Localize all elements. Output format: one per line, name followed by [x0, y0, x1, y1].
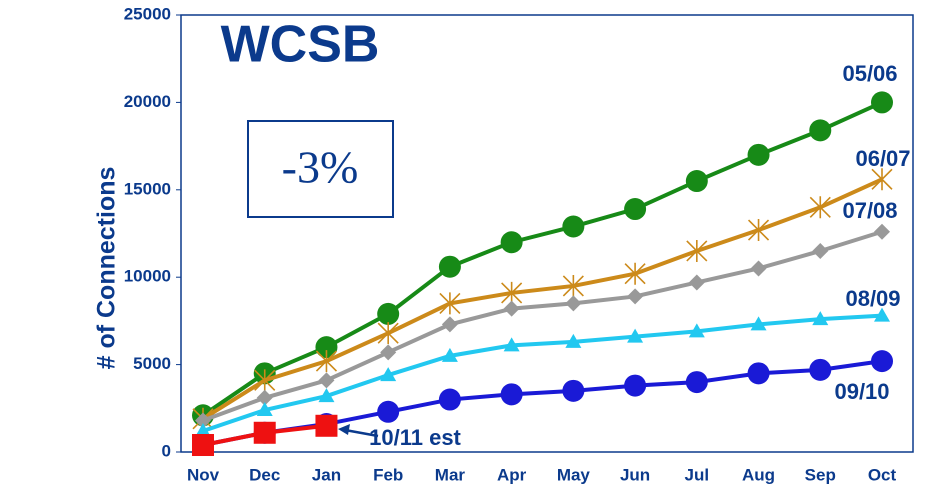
series-line — [202, 229, 883, 423]
arrow-head — [338, 424, 350, 435]
y-tick-label: 0 — [162, 441, 171, 460]
series-label: 10/11 est — [369, 425, 461, 450]
marker — [874, 307, 890, 322]
series-label: 08/09 — [845, 286, 900, 311]
chart-title: WCSB — [221, 16, 380, 74]
marker — [624, 374, 647, 397]
marker — [562, 215, 585, 238]
marker — [565, 333, 582, 348]
marker — [503, 300, 520, 317]
marker — [871, 350, 893, 373]
x-tick-label: Dec — [249, 465, 280, 484]
y-axis-label: # of Connections — [93, 167, 121, 370]
x-tick-label: Nov — [187, 465, 220, 484]
marker — [315, 350, 338, 373]
series-label: 09/10 — [834, 379, 889, 404]
marker — [377, 302, 400, 325]
marker — [501, 281, 523, 304]
series-label: 05/06 — [842, 61, 897, 86]
marker — [438, 388, 461, 411]
x-tick-label: May — [557, 465, 591, 484]
annotation-box — [247, 120, 394, 218]
marker — [809, 196, 831, 219]
marker — [874, 223, 890, 240]
marker — [747, 362, 770, 385]
marker — [380, 344, 397, 361]
marker — [318, 372, 335, 389]
marker — [256, 402, 273, 417]
marker — [809, 119, 832, 142]
y-tick-label: 10000 — [124, 267, 171, 286]
x-tick-label: Feb — [373, 465, 403, 484]
marker — [627, 288, 644, 305]
marker — [503, 337, 520, 352]
marker — [624, 198, 647, 221]
x-tick-label: Jul — [685, 465, 710, 484]
marker — [438, 255, 461, 278]
marker — [688, 323, 705, 338]
marker — [441, 347, 458, 362]
marker — [812, 311, 829, 326]
marker — [750, 316, 767, 331]
x-tick-label: Jan — [312, 465, 341, 484]
marker — [686, 239, 708, 262]
series-line — [202, 313, 883, 433]
marker — [871, 168, 893, 191]
x-tick-label: Jun — [620, 465, 650, 484]
x-tick-label: Mar — [435, 465, 466, 484]
marker — [809, 358, 832, 381]
series-label: 06/07 — [855, 146, 910, 171]
marker — [562, 274, 584, 297]
marker — [812, 242, 829, 259]
x-tick-label: Apr — [497, 465, 527, 484]
marker — [747, 143, 770, 166]
annotation-arrow — [344, 428, 379, 438]
x-tick-label: Sep — [805, 465, 836, 484]
marker — [747, 219, 770, 242]
marker — [500, 231, 523, 254]
marker — [685, 371, 708, 394]
marker — [315, 336, 338, 359]
series-label: 07/08 — [842, 198, 897, 223]
marker — [688, 274, 705, 291]
marker — [562, 379, 585, 402]
series-line — [201, 177, 883, 421]
marker — [315, 414, 338, 437]
series-line — [202, 359, 883, 447]
marker — [380, 367, 397, 382]
marker — [256, 389, 273, 406]
marker — [565, 295, 582, 312]
marker — [253, 421, 276, 444]
marker — [377, 322, 399, 345]
y-tick-label: 5000 — [133, 354, 171, 373]
marker — [254, 369, 276, 392]
marker — [627, 328, 644, 343]
y-tick-label: 15000 — [124, 179, 171, 198]
marker — [439, 292, 461, 315]
marker — [750, 260, 767, 277]
marker — [500, 383, 523, 406]
marker — [377, 400, 400, 423]
plot-frame — [180, 14, 914, 453]
y-tick-label: 20000 — [124, 92, 171, 111]
x-tick-label: Oct — [868, 465, 897, 484]
marker — [871, 91, 893, 114]
marker — [685, 170, 708, 193]
marker — [195, 423, 211, 438]
marker — [441, 316, 458, 333]
y-tick-label: 25000 — [124, 4, 171, 23]
marker — [624, 262, 646, 285]
marker — [318, 388, 335, 403]
marker — [192, 434, 214, 457]
annotation: -3% — [282, 142, 359, 193]
x-tick-label: Aug — [742, 465, 775, 484]
marker — [195, 412, 211, 429]
